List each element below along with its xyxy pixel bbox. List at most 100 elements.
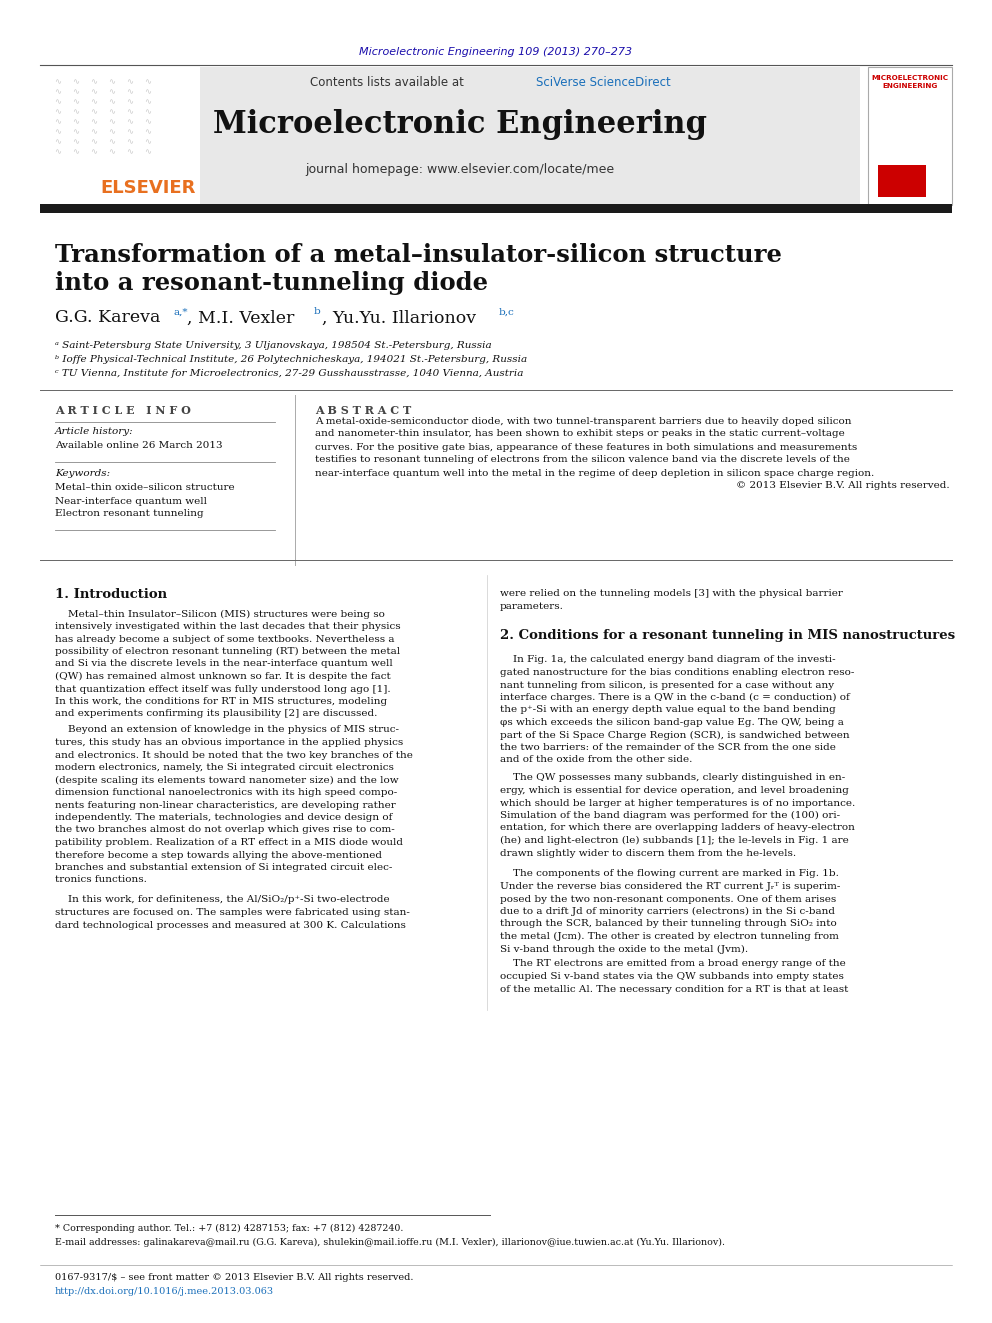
Text: ELSEVIER: ELSEVIER	[100, 179, 195, 197]
Text: Metal–thin Insulator–Silicon (MIS) structures were being so: Metal–thin Insulator–Silicon (MIS) struc…	[55, 610, 385, 619]
Text: Microelectronic Engineering 109 (2013) 270–273: Microelectronic Engineering 109 (2013) 2…	[359, 48, 633, 57]
Text: b,c: b,c	[499, 307, 515, 316]
Text: ∿: ∿	[145, 78, 152, 86]
Text: ∿: ∿	[108, 78, 115, 86]
Text: ∿: ∿	[72, 147, 79, 156]
Text: ∿: ∿	[55, 87, 62, 97]
Text: near-interface quantum well into the metal in the regime of deep depletion in si: near-interface quantum well into the met…	[315, 468, 874, 478]
Text: tronics functions.: tronics functions.	[55, 876, 147, 885]
Text: ∿: ∿	[127, 107, 134, 116]
Text: ∿: ∿	[108, 107, 115, 116]
Text: due to a drift Jd of minority carriers (electrons) in the Si c-band: due to a drift Jd of minority carriers (…	[500, 908, 835, 916]
Text: ∿: ∿	[145, 138, 152, 147]
Text: part of the Si Space Charge Region (SCR), is sandwiched between: part of the Si Space Charge Region (SCR)…	[500, 730, 849, 740]
Text: Near-interface quantum well: Near-interface quantum well	[55, 496, 207, 505]
Text: ∿: ∿	[90, 147, 97, 156]
Text: gated nanostructure for the bias conditions enabling electron reso-: gated nanostructure for the bias conditi…	[500, 668, 854, 677]
Text: curves. For the positive gate bias, appearance of these features in both simulat: curves. For the positive gate bias, appe…	[315, 442, 857, 451]
Text: 1. Introduction: 1. Introduction	[55, 587, 167, 601]
Text: into a resonant-tunneling diode: into a resonant-tunneling diode	[55, 271, 488, 295]
Text: occupied Si v-band states via the QW subbands into empty states: occupied Si v-band states via the QW sub…	[500, 972, 844, 980]
Text: ∿: ∿	[108, 138, 115, 147]
Text: ∿: ∿	[145, 107, 152, 116]
Text: ∿: ∿	[55, 98, 62, 106]
Text: and of the oxide from the other side.: and of the oxide from the other side.	[500, 755, 692, 765]
Text: ᵃ Saint-Petersburg State University, 3 Uljanovskaya, 198504 St.-Petersburg, Russ: ᵃ Saint-Petersburg State University, 3 U…	[55, 341, 492, 351]
Text: independently. The materials, technologies and device design of: independently. The materials, technologi…	[55, 814, 393, 822]
Text: ∿: ∿	[145, 127, 152, 136]
Text: Available online 26 March 2013: Available online 26 March 2013	[55, 442, 222, 451]
Text: ∿: ∿	[72, 118, 79, 127]
Text: therefore become a step towards allying the above-mentioned: therefore become a step towards allying …	[55, 851, 382, 860]
Text: ∿: ∿	[127, 98, 134, 106]
Bar	[40, 67, 200, 205]
Text: has already become a subject of some textbooks. Nevertheless a: has already become a subject of some tex…	[55, 635, 395, 643]
Text: through the SCR, balanced by their tunneling through SiO₂ into: through the SCR, balanced by their tunne…	[500, 919, 836, 929]
Text: © 2013 Elsevier B.V. All rights reserved.: © 2013 Elsevier B.V. All rights reserved…	[736, 482, 950, 491]
Text: intensively investigated within the last decades that their physics: intensively investigated within the last…	[55, 622, 401, 631]
Text: ergy, which is essential for device operation, and level broadening: ergy, which is essential for device oper…	[500, 786, 849, 795]
Text: (QW) has remained almost unknown so far. It is despite the fact: (QW) has remained almost unknown so far.…	[55, 672, 391, 681]
Bar	[868, 67, 952, 205]
Text: Beyond an extension of knowledge in the physics of MIS struc-: Beyond an extension of knowledge in the …	[55, 725, 399, 734]
Text: of the metallic Al. The necessary condition for a RT is that at least: of the metallic Al. The necessary condit…	[500, 984, 848, 994]
Text: interface charges. There is a QW in the c-band (c = conduction) of: interface charges. There is a QW in the …	[500, 693, 850, 703]
Text: ∿: ∿	[72, 138, 79, 147]
Text: A R T I C L E   I N F O: A R T I C L E I N F O	[55, 405, 190, 415]
Text: ∿: ∿	[145, 87, 152, 97]
Text: 0167-9317/$ – see front matter © 2013 Elsevier B.V. All rights reserved.: 0167-9317/$ – see front matter © 2013 El…	[55, 1274, 414, 1282]
Text: ∿: ∿	[55, 127, 62, 136]
Text: ∿: ∿	[127, 118, 134, 127]
Text: parameters.: parameters.	[500, 602, 563, 611]
Text: In Fig. 1a, the calculated energy band diagram of the investi-: In Fig. 1a, the calculated energy band d…	[500, 655, 835, 664]
Text: ∿: ∿	[145, 118, 152, 127]
Text: ∿: ∿	[55, 147, 62, 156]
Text: E-mail addresses: galinakareva@mail.ru (G.G. Kareva), shulekin@mail.ioffe.ru (M.: E-mail addresses: galinakareva@mail.ru (…	[55, 1237, 725, 1246]
Text: ∿: ∿	[145, 98, 152, 106]
Text: Metal–thin oxide–silicon structure: Metal–thin oxide–silicon structure	[55, 483, 235, 492]
Text: ∿: ∿	[90, 107, 97, 116]
Text: (despite scaling its elements toward nanometer size) and the low: (despite scaling its elements toward nan…	[55, 775, 399, 785]
Text: ∿: ∿	[108, 87, 115, 97]
Text: ∿: ∿	[108, 147, 115, 156]
Text: ∿: ∿	[55, 78, 62, 86]
Text: ∿: ∿	[90, 127, 97, 136]
Bar	[40, 204, 952, 213]
Bar	[878, 165, 926, 197]
Text: ∿: ∿	[90, 98, 97, 106]
Bar	[40, 67, 860, 205]
Text: http://dx.doi.org/10.1016/j.mee.2013.03.063: http://dx.doi.org/10.1016/j.mee.2013.03.…	[55, 1287, 274, 1297]
Text: the two barriers: of the remainder of the SCR from the one side: the two barriers: of the remainder of th…	[500, 744, 836, 751]
Text: G.G. Kareva: G.G. Kareva	[55, 310, 161, 327]
Text: entation, for which there are overlapping ladders of heavy-electron: entation, for which there are overlappin…	[500, 823, 855, 832]
Text: ∿: ∿	[55, 118, 62, 127]
Text: ∿: ∿	[72, 87, 79, 97]
Text: In this work, for definiteness, the Al/SiO₂/p⁺-Si two-electrode: In this work, for definiteness, the Al/S…	[55, 896, 390, 905]
Text: patibility problem. Realization of a RT effect in a MIS diode would: patibility problem. Realization of a RT …	[55, 837, 403, 847]
Text: drawn slightly wider to discern them from the he-levels.: drawn slightly wider to discern them fro…	[500, 848, 797, 857]
Text: MICROELECTRONIC
ENGINEERING: MICROELECTRONIC ENGINEERING	[871, 75, 948, 89]
Text: The QW possesses many subbands, clearly distinguished in en-: The QW possesses many subbands, clearly …	[500, 774, 845, 782]
Text: Si v-band through the oxide to the metal (Jvm).: Si v-band through the oxide to the metal…	[500, 945, 748, 954]
Text: and experiments confirming its plausibility [2] are discussed.: and experiments confirming its plausibil…	[55, 709, 377, 718]
Text: (he) and light-electron (le) subbands [1]; the le-levels in Fig. 1 are: (he) and light-electron (le) subbands [1…	[500, 836, 849, 845]
Text: and nanometer-thin insulator, has been shown to exhibit steps or peaks in the st: and nanometer-thin insulator, has been s…	[315, 430, 845, 438]
Text: and electronics. It should be noted that the two key branches of the: and electronics. It should be noted that…	[55, 750, 413, 759]
Text: a,*: a,*	[174, 307, 188, 316]
Text: A B S T R A C T: A B S T R A C T	[315, 405, 412, 415]
Text: ᶜ TU Vienna, Institute for Microelectronics, 27-29 Gusshausstrasse, 1040 Vienna,: ᶜ TU Vienna, Institute for Microelectron…	[55, 369, 524, 378]
Text: ∿: ∿	[127, 138, 134, 147]
Text: and Si via the discrete levels in the near-interface quantum well: and Si via the discrete levels in the ne…	[55, 659, 393, 668]
Text: ∿: ∿	[72, 127, 79, 136]
Text: that quantization effect itself was fully understood long ago [1].: that quantization effect itself was full…	[55, 684, 391, 693]
Text: Simulation of the band diagram was performed for the (100) ori-: Simulation of the band diagram was perfo…	[500, 811, 840, 820]
Text: ∿: ∿	[145, 147, 152, 156]
Text: ∿: ∿	[108, 127, 115, 136]
Text: ∿: ∿	[72, 78, 79, 86]
Text: The components of the flowing current are marked in Fig. 1b.: The components of the flowing current ar…	[500, 869, 839, 878]
Text: dimension functional nanoelectronics with its high speed compo-: dimension functional nanoelectronics wit…	[55, 789, 397, 796]
Text: Article history:: Article history:	[55, 427, 134, 437]
Text: ∿: ∿	[127, 87, 134, 97]
Text: ∿: ∿	[55, 107, 62, 116]
Text: Electron resonant tunneling: Electron resonant tunneling	[55, 509, 203, 519]
